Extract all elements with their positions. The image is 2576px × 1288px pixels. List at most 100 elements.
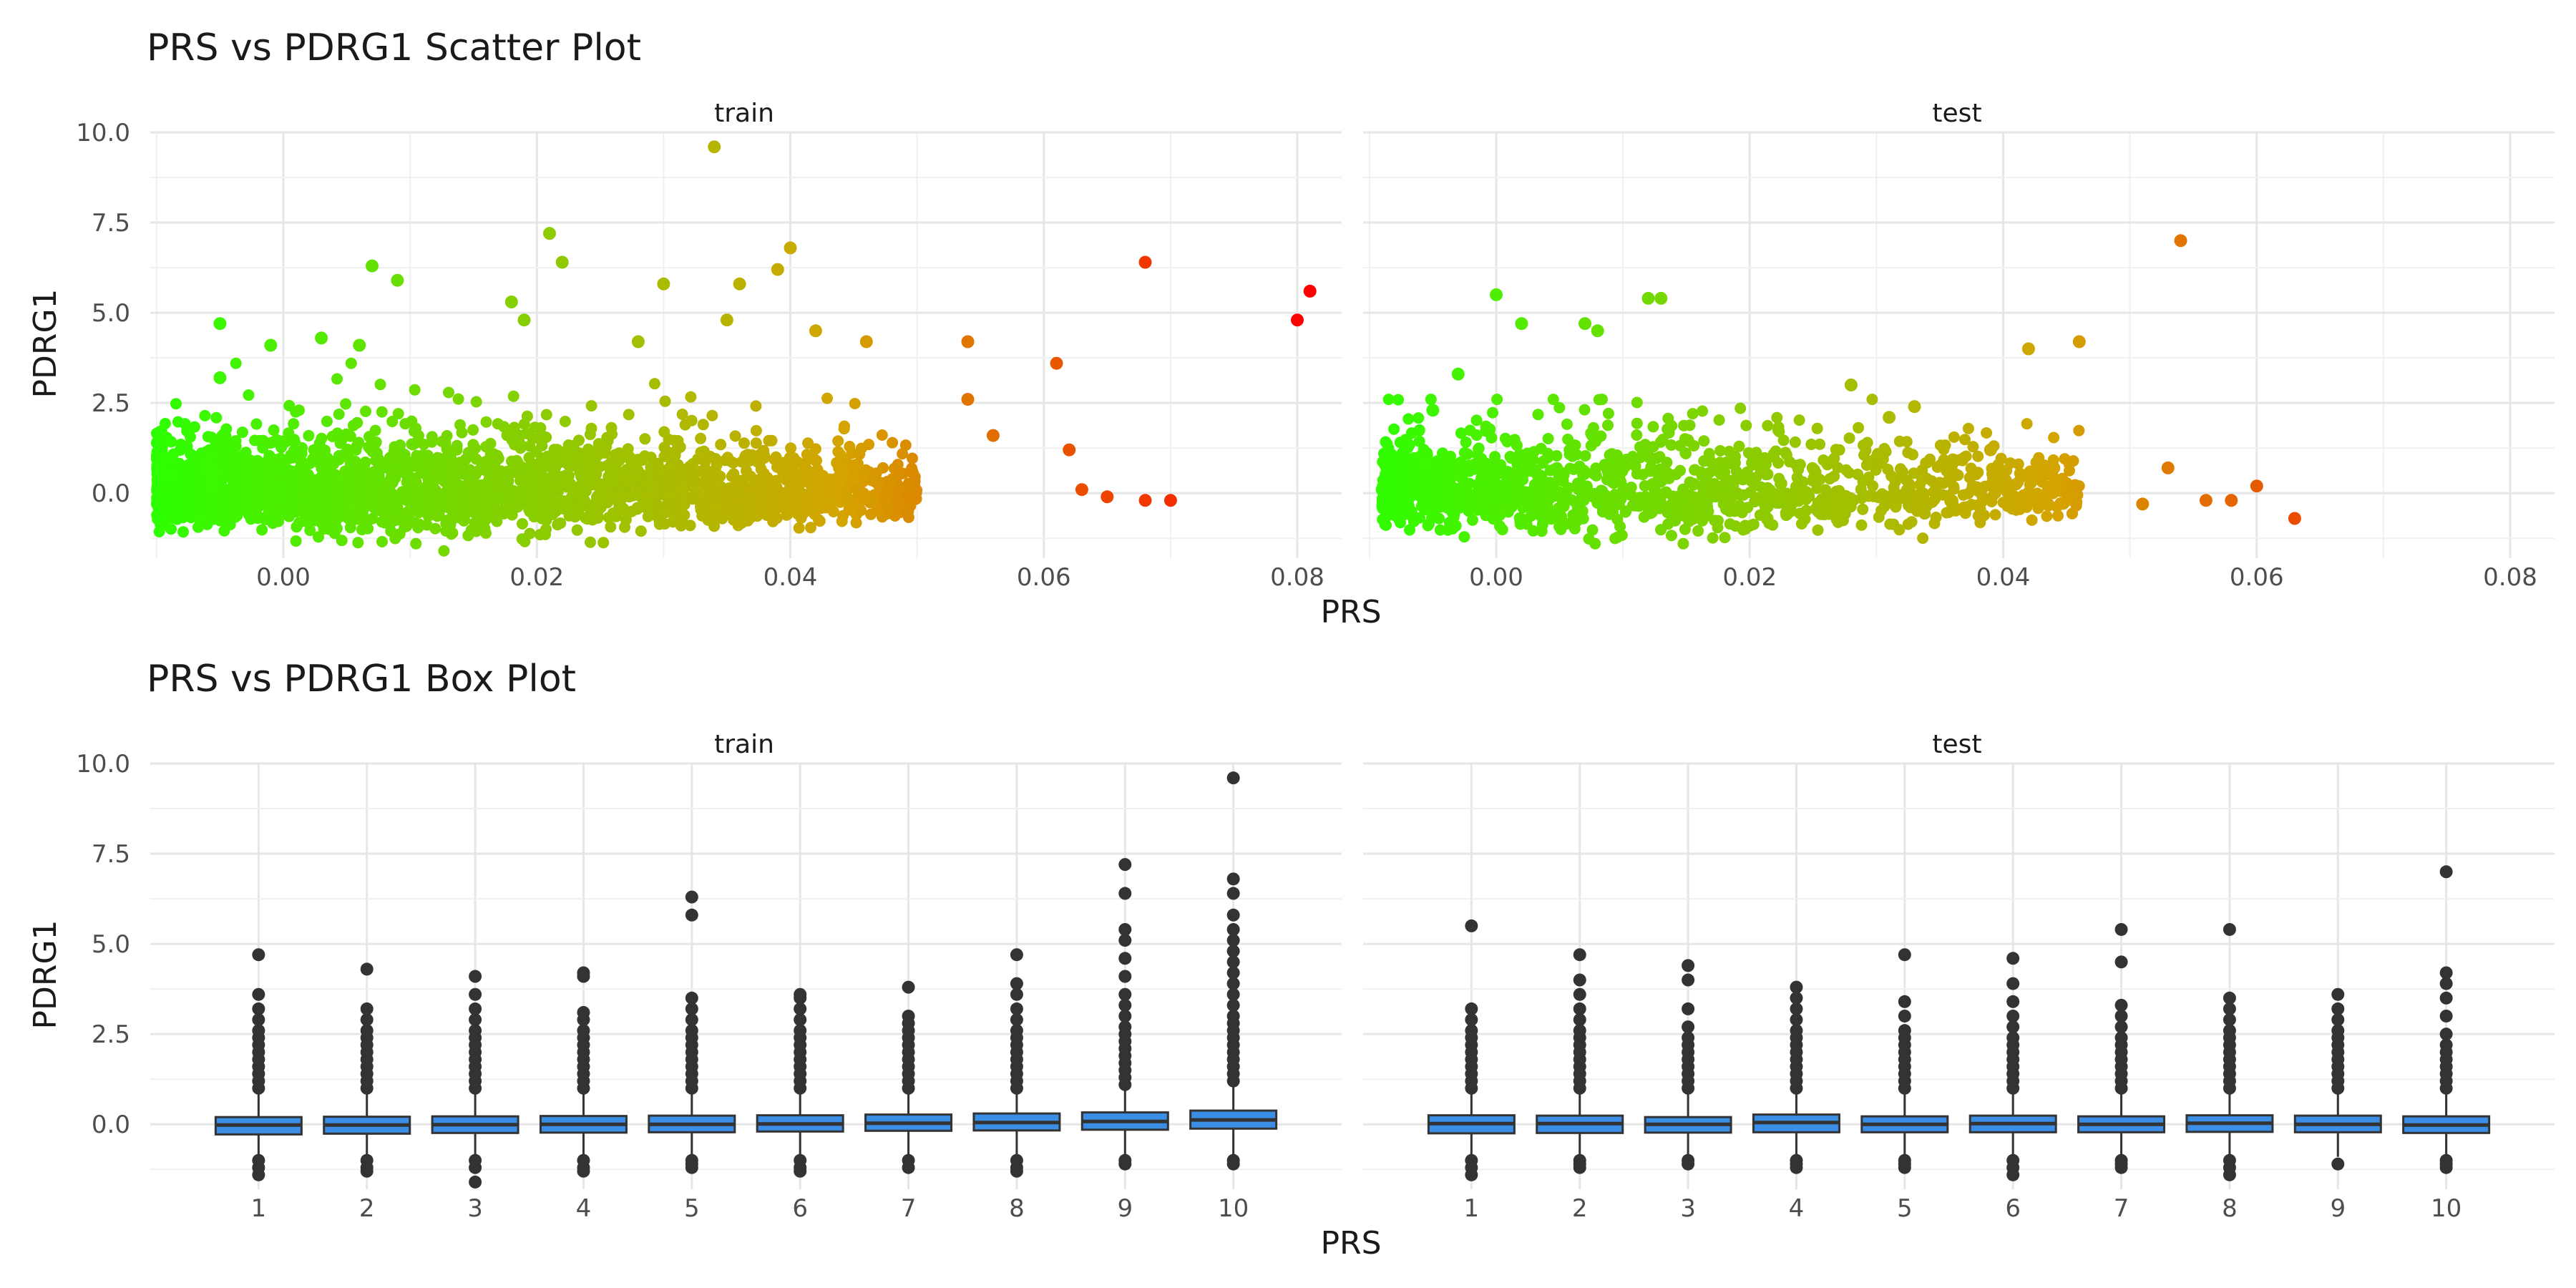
scatter-point <box>1486 468 1498 480</box>
scatter-point <box>1050 356 1063 370</box>
scatter-point <box>1952 469 1964 482</box>
x-tick-label: 0.00 <box>256 563 311 592</box>
box-outlier <box>1898 1161 1911 1174</box>
scatter-point <box>1989 509 2001 521</box>
scatter-point <box>1504 451 1516 462</box>
scatter-point <box>1414 450 1426 462</box>
scatter-point <box>1101 490 1114 504</box>
scatter-point <box>1545 482 1557 494</box>
x-tick-label: 3 <box>1680 1194 1696 1223</box>
scatter-point <box>849 398 861 409</box>
scatter-point <box>1443 517 1455 529</box>
scatter-point <box>709 453 721 464</box>
scatter-point <box>595 502 607 514</box>
scatter-point <box>1453 488 1465 500</box>
box-outlier <box>1226 908 1240 922</box>
scatter-point <box>384 452 396 464</box>
y-tick-label: 10.0 <box>76 750 130 779</box>
scatter-point <box>1661 471 1673 482</box>
scatter-point <box>1397 507 1410 519</box>
scatter-point <box>1824 473 1836 485</box>
scatter-point <box>409 517 421 529</box>
scatter-point <box>1487 406 1498 419</box>
scatter-point <box>349 455 361 467</box>
scatter-point <box>597 537 610 549</box>
x-tick-label: 3 <box>467 1194 483 1223</box>
scatter-point <box>1551 450 1563 462</box>
box-outlier <box>1898 948 1911 962</box>
scatter-point <box>1735 402 1747 414</box>
x-tick-label: 0.00 <box>1469 563 1523 592</box>
scatter-point <box>678 509 690 521</box>
scatter-point <box>1962 422 1974 434</box>
scatter-point <box>328 457 341 469</box>
x-tick-label: 7 <box>901 1194 917 1223</box>
scatter-point <box>243 494 255 507</box>
box-outlier <box>2439 1028 2453 1041</box>
scatter-point <box>1662 412 1674 424</box>
scatter-point <box>805 522 816 534</box>
scatter-point <box>362 522 374 535</box>
scatter-point <box>1843 432 1855 444</box>
x-tick-label: 0.02 <box>1722 563 1777 592</box>
scatter-point <box>1535 442 1547 454</box>
box-outlier <box>2439 966 2453 980</box>
scatter-point <box>264 338 278 352</box>
scatter-point <box>1707 532 1719 544</box>
box-outlier <box>1118 922 1132 936</box>
scatter-point <box>1763 517 1775 530</box>
scatter-point <box>385 525 397 537</box>
scatter-point <box>177 526 189 538</box>
scatter-point <box>1375 483 1389 497</box>
scatter-point <box>507 390 519 402</box>
scatter-point <box>391 273 404 287</box>
scatter-point <box>203 501 215 512</box>
scatter-point <box>1483 425 1496 436</box>
scatter-point <box>508 500 520 512</box>
scatter-point <box>711 476 723 488</box>
scatter-point <box>1574 460 1586 472</box>
scatter-point <box>1591 324 1604 338</box>
scatter-point <box>808 502 820 514</box>
scatter-point <box>1917 532 1929 545</box>
box-facet-label-test: test <box>1932 730 1981 759</box>
scatter-point <box>1789 436 1801 448</box>
scatter-point <box>257 442 269 454</box>
scatter-point <box>1883 411 1896 424</box>
scatter-point <box>834 449 847 461</box>
scatter-point <box>1984 443 1997 457</box>
x-tick-label: 6 <box>2005 1194 2021 1223</box>
x-tick-label: 4 <box>576 1194 592 1223</box>
scatter-point <box>1426 404 1440 417</box>
scatter-point <box>1413 435 1425 447</box>
scatter-point <box>755 473 767 485</box>
box-outlier <box>2114 922 2128 936</box>
scatter-point <box>1908 400 1921 414</box>
box-outlier <box>1682 959 1695 972</box>
scatter-point <box>392 408 404 420</box>
y-tick-label: 2.5 <box>92 389 130 418</box>
scatter-point <box>1911 505 1923 517</box>
scatter-point <box>555 517 567 530</box>
box-outlier <box>1573 948 1586 962</box>
scatter-point <box>2031 487 2043 499</box>
box-outlier <box>1898 1009 1911 1023</box>
box-outlier <box>252 1168 265 1181</box>
scatter-point <box>283 489 296 501</box>
scatter-point <box>1631 417 1643 429</box>
scatter-point <box>406 415 418 427</box>
scatter-point <box>1303 284 1317 298</box>
scatter-point <box>809 324 822 338</box>
box-outlier <box>1465 1002 1478 1015</box>
scatter-point <box>2021 342 2035 356</box>
scatter-point <box>2047 487 2059 499</box>
box-outlier <box>1898 995 1911 1008</box>
scatter-point <box>1585 427 1597 439</box>
scatter-point <box>1995 452 2007 464</box>
scatter-point <box>386 476 398 488</box>
scatter-point <box>441 430 453 441</box>
scatter-point <box>1291 313 1304 327</box>
scatter-point <box>418 439 430 450</box>
scatter-point <box>165 436 177 448</box>
box-outlier <box>1573 1002 1586 1015</box>
